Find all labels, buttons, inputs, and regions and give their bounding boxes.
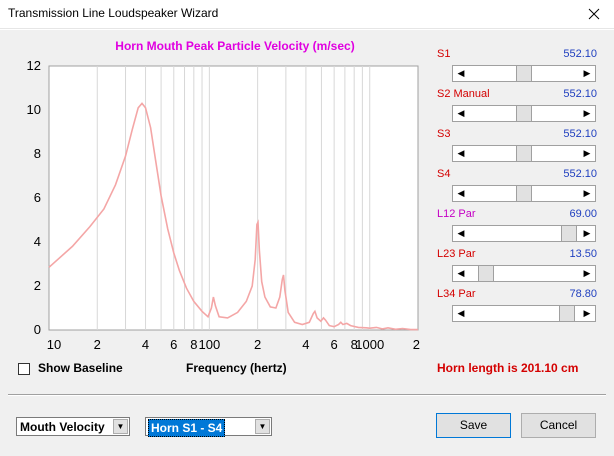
x-tick-label: 2	[413, 337, 420, 352]
close-icon	[588, 8, 600, 20]
slider-scrollbar[interactable]: ◀ ▶	[452, 265, 596, 282]
arrow-right-icon[interactable]: ▶	[583, 228, 591, 238]
window-title: Transmission Line Loudspeaker Wizard	[8, 6, 219, 20]
close-button[interactable]	[574, 0, 614, 29]
scrollbar-thumb[interactable]	[478, 266, 494, 281]
arrow-right-icon[interactable]: ▶	[583, 308, 591, 318]
slider-value: 78.80	[569, 288, 597, 300]
slider-value: 13.50	[569, 248, 597, 260]
scrollbar-track[interactable]	[469, 186, 579, 201]
chevron-down-icon[interactable]: ▼	[113, 419, 128, 434]
plot-type-select[interactable]: Mouth Velocity ▼	[16, 417, 130, 436]
slider-label: L23 Par	[437, 248, 476, 260]
y-axis-ticks: 0 2 4 6 8 10 12	[27, 58, 41, 337]
arrow-right-icon[interactable]: ▶	[583, 268, 591, 278]
scrollbar-track[interactable]	[469, 226, 579, 241]
separator	[8, 394, 606, 396]
x-tick-label: 2	[94, 337, 101, 352]
y-tick-label: 2	[34, 278, 41, 293]
x-tick-label: 4	[142, 337, 149, 352]
x-tick-label: 6	[170, 337, 177, 352]
x-tick-label: 8	[351, 337, 358, 352]
slider-scrollbar[interactable]: ◀ ▶	[452, 105, 596, 122]
arrow-left-icon[interactable]: ◀	[457, 108, 465, 118]
horn-length-text: Horn length is 201.10 cm	[437, 361, 579, 375]
scrollbar-thumb[interactable]	[516, 146, 532, 161]
checkbox-box[interactable]	[18, 362, 30, 375]
scrollbar-thumb[interactable]	[559, 306, 575, 321]
slider-value: 69.00	[569, 208, 597, 220]
slider-value: 552.10	[563, 128, 597, 140]
scrollbar-thumb[interactable]	[516, 106, 532, 121]
x-tick-label: 100	[199, 337, 221, 352]
slider-scrollbar[interactable]: ◀ ▶	[452, 225, 596, 242]
arrow-left-icon[interactable]: ◀	[457, 308, 465, 318]
y-tick-label: 4	[34, 234, 41, 249]
scrollbar-thumb[interactable]	[561, 226, 577, 241]
cancel-button[interactable]: Cancel	[521, 413, 596, 438]
plot-area	[48, 65, 419, 331]
x-axis-label: Frequency (hertz)	[186, 361, 287, 375]
slider-scrollbar[interactable]: ◀ ▶	[452, 305, 596, 322]
section-select-value: Horn S1 - S4	[148, 419, 226, 437]
plot-type-value: Mouth Velocity	[20, 420, 105, 434]
scrollbar-track[interactable]	[469, 66, 579, 81]
arrow-right-icon[interactable]: ▶	[583, 188, 591, 198]
show-baseline-label: Show Baseline	[38, 361, 123, 375]
y-tick-label: 0	[34, 322, 41, 337]
velocity-chart: Horn Mouth Peak Particle Velocity (m/sec…	[27, 39, 420, 352]
slider-value: 552.10	[563, 88, 597, 100]
arrow-left-icon[interactable]: ◀	[457, 228, 465, 238]
scrollbar-track[interactable]	[469, 306, 579, 321]
arrow-left-icon[interactable]: ◀	[457, 188, 465, 198]
slider-label: S3	[437, 128, 451, 140]
arrow-right-icon[interactable]: ▶	[583, 108, 591, 118]
slider-label: L12 Par	[437, 208, 476, 220]
slider-label: S4	[437, 168, 451, 180]
arrow-left-icon[interactable]: ◀	[457, 268, 465, 278]
slider-label: L34 Par	[437, 288, 476, 300]
slider-scrollbar[interactable]: ◀ ▶	[452, 65, 596, 82]
section-select[interactable]: Horn S1 - S4 ▼	[145, 417, 272, 437]
scrollbar-track[interactable]	[469, 106, 579, 121]
y-tick-label: 12	[27, 58, 41, 73]
slider-scrollbar[interactable]: ◀ ▶	[452, 145, 596, 162]
show-baseline-checkbox[interactable]: Show Baseline	[18, 361, 123, 375]
arrow-right-icon[interactable]: ▶	[583, 68, 591, 78]
y-tick-label: 6	[34, 190, 41, 205]
slider-label: S2 Manual	[437, 88, 490, 100]
x-tick-label: 8	[190, 337, 197, 352]
scrollbar-thumb[interactable]	[516, 66, 532, 81]
slider-scrollbar[interactable]: ◀ ▶	[452, 185, 596, 202]
velocity-series-line	[48, 102, 418, 331]
slider-value: 552.10	[563, 48, 597, 60]
y-tick-label: 10	[27, 102, 41, 117]
chart-title: Horn Mouth Peak Particle Velocity (m/sec…	[115, 39, 354, 53]
scrollbar-track[interactable]	[469, 266, 579, 281]
scrollbar-thumb[interactable]	[516, 186, 532, 201]
slider-value: 552.10	[563, 168, 597, 180]
x-tick-label: 4	[302, 337, 309, 352]
y-tick-label: 8	[34, 146, 41, 161]
title-bar: Transmission Line Loudspeaker Wizard	[0, 0, 614, 29]
scrollbar-track[interactable]	[469, 146, 579, 161]
x-tick-label: 10	[47, 337, 61, 352]
x-tick-label: 2	[254, 337, 261, 352]
arrow-left-icon[interactable]: ◀	[457, 68, 465, 78]
client-area: Horn Mouth Peak Particle Velocity (m/sec…	[0, 30, 614, 456]
x-tick-label: 6	[331, 337, 338, 352]
slider-label: S1	[437, 48, 451, 60]
chevron-down-icon[interactable]: ▼	[255, 419, 270, 434]
save-button[interactable]: Save	[436, 413, 511, 438]
arrow-left-icon[interactable]: ◀	[457, 148, 465, 158]
x-tick-label: 1000	[355, 337, 384, 352]
arrow-right-icon[interactable]: ▶	[583, 148, 591, 158]
